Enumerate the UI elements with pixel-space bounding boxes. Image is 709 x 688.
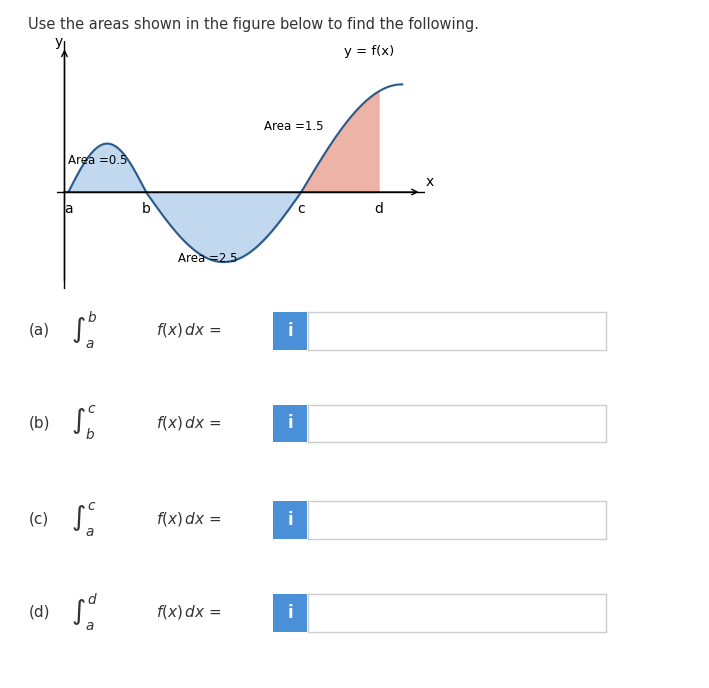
Text: $f(x)\,dx\,=$: $f(x)\,dx\,=$ <box>156 321 222 339</box>
Text: b: b <box>142 202 150 216</box>
Text: c: c <box>297 202 305 216</box>
Text: (d): (d) <box>28 605 50 620</box>
Text: Area =0.5: Area =0.5 <box>68 154 128 167</box>
Text: $\int_a^b$: $\int_a^b$ <box>71 310 98 351</box>
Text: y = f(x): y = f(x) <box>344 45 394 58</box>
Text: i: i <box>287 414 293 433</box>
Text: i: i <box>287 603 293 622</box>
Text: $f(x)\,dx\,=$: $f(x)\,dx\,=$ <box>156 414 222 432</box>
Text: $f(x)\,dx\,=$: $f(x)\,dx\,=$ <box>156 510 222 528</box>
Text: $\int_a^d$: $\int_a^d$ <box>71 592 99 633</box>
Text: $\int_b^c$: $\int_b^c$ <box>71 404 97 442</box>
Text: (a): (a) <box>28 323 50 338</box>
Text: $f(x)\,dx\,=$: $f(x)\,dx\,=$ <box>156 603 222 621</box>
Text: (b): (b) <box>28 416 50 431</box>
Text: Use the areas shown in the figure below to find the following.: Use the areas shown in the figure below … <box>28 17 479 32</box>
Text: Area =1.5: Area =1.5 <box>264 120 323 133</box>
Text: d: d <box>374 202 384 216</box>
Text: y: y <box>54 35 62 50</box>
Text: i: i <box>287 321 293 340</box>
Text: a: a <box>64 202 73 216</box>
Text: (c): (c) <box>28 512 49 527</box>
Text: i: i <box>287 510 293 529</box>
Text: x: x <box>425 175 434 189</box>
Text: Area =2.5: Area =2.5 <box>179 252 238 265</box>
Text: $\int_a^c$: $\int_a^c$ <box>71 500 97 539</box>
